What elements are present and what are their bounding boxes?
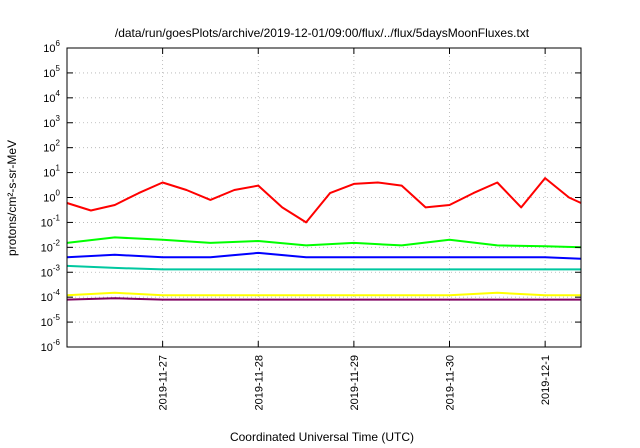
y-axis-label: protons/cm²-s-sr-MeV — [5, 140, 19, 256]
x-tick-label: 2019-12-1 — [540, 355, 552, 405]
series-line-4 — [66, 264, 581, 271]
x-tick-label: 2019-11-29 — [349, 355, 361, 410]
x-tick-label: 2019-11-28 — [253, 355, 265, 410]
series-line-3 — [66, 251, 582, 260]
y-axis: 10-6 10-5 10-4 10-3 10-2 10-1 100 101 102 103 104 1… — [41, 39, 581, 354]
series-line-6 — [66, 297, 581, 301]
x-tick-label: 2019-11-30 — [445, 355, 457, 410]
grid-lines — [67, 48, 581, 347]
y-tick-label: 10-2 — [41, 238, 61, 254]
x-axis-label: Coordinated Universal Time (UTC) — [230, 430, 414, 444]
y-tick-label: 10-3 — [41, 263, 61, 279]
x-tick-label: 2019-11-27 — [158, 355, 170, 410]
y-tick-label: 10-1 — [41, 213, 61, 229]
y-tick-label: 101 — [43, 164, 60, 180]
series-line-5 — [66, 291, 581, 297]
y-tick-label: 100 — [43, 189, 60, 205]
y-tick-label: 10-6 — [41, 338, 61, 354]
y-tick-label: 102 — [43, 139, 60, 155]
series-line-1 — [66, 177, 582, 224]
x-axis: 2019-11-27 2019-11-28 2019-11-29 2019-11-30… — [158, 48, 552, 410]
chart-title: /data/run/goesPlots/archive/2019-12-01/0… — [115, 26, 530, 40]
y-tick-label: 103 — [43, 114, 60, 130]
y-tick-label: 105 — [43, 64, 60, 80]
series-group — [66, 177, 582, 301]
series-line-2 — [66, 236, 582, 249]
y-tick-label: 104 — [43, 89, 60, 105]
y-tick-label: 10-5 — [41, 313, 61, 329]
y-tick-label: 10-4 — [41, 288, 61, 304]
y-tick-label: 106 — [43, 39, 60, 55]
